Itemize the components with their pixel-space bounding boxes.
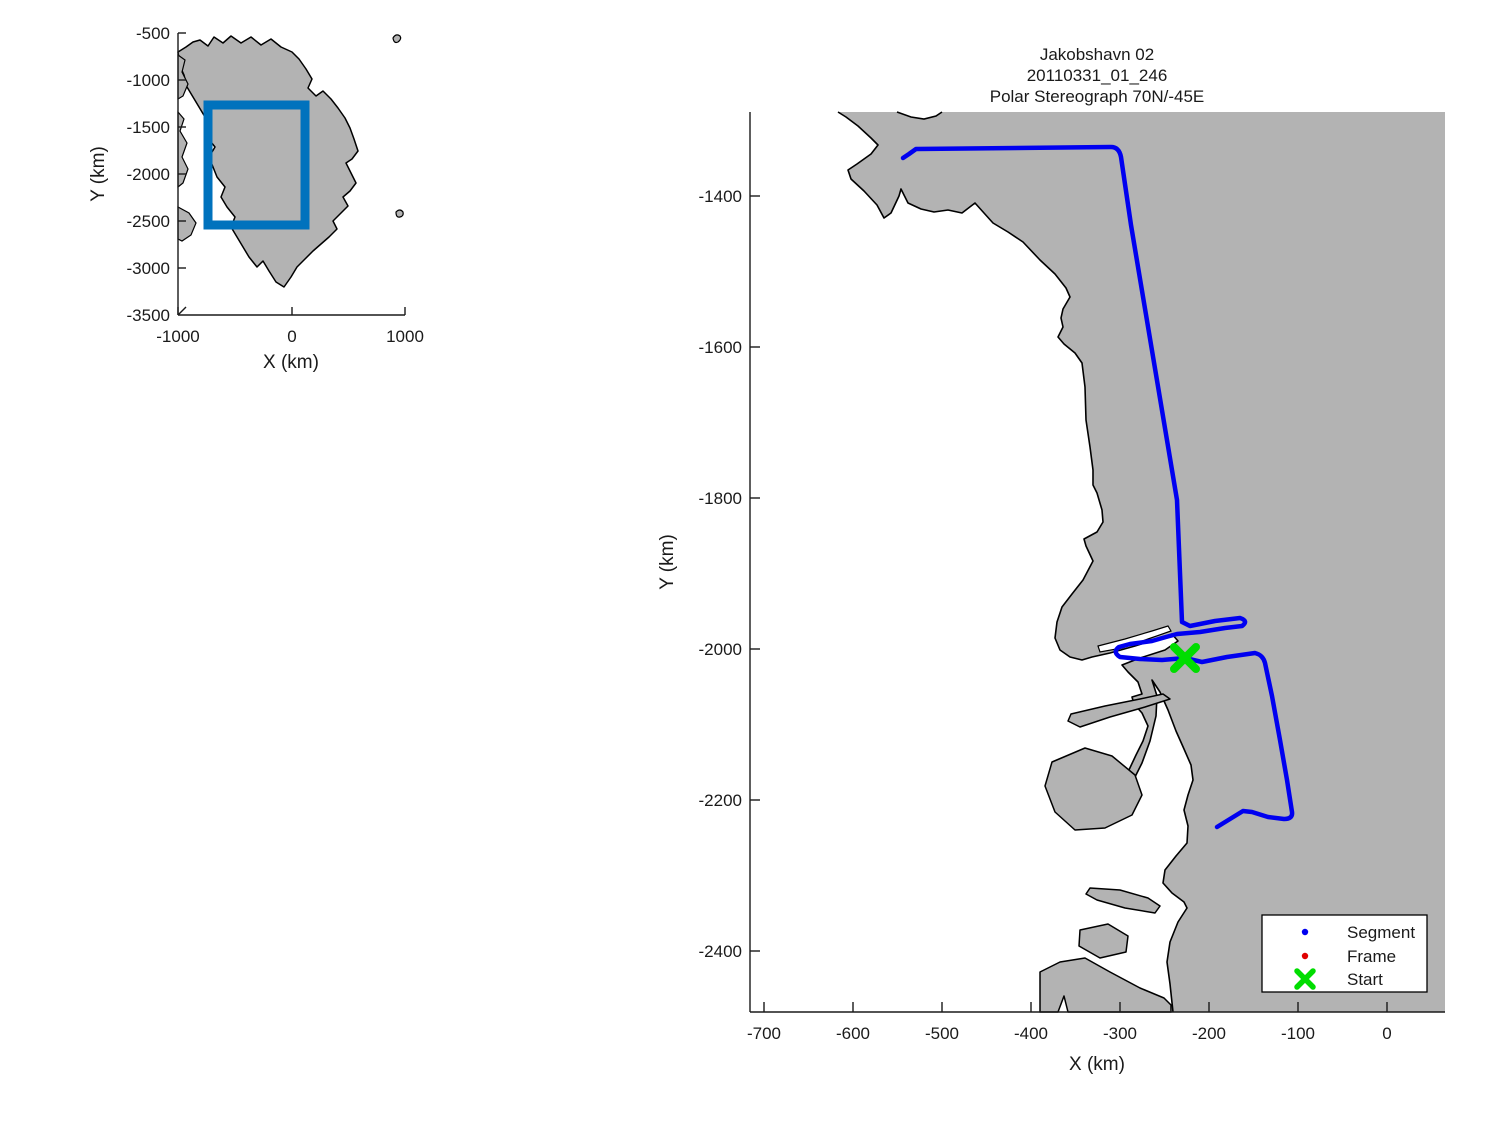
inset-y-tick-labels: -500 -1000 -1500 -2000 -2500 -3000 -3500	[127, 24, 170, 325]
inset-greenland-landmass	[177, 35, 359, 288]
inset-tiny-island	[392, 34, 402, 44]
bay-strip	[1085, 887, 1161, 914]
inset-y-axis-label: Y (km)	[88, 146, 109, 202]
bay-islet	[1078, 923, 1129, 959]
main-map: -1400 -1600 -1800 -2000 -2200 -2400 -700…	[657, 45, 1445, 1075]
tick-label: -2400	[699, 942, 742, 961]
tick-label: -700	[747, 1024, 781, 1043]
tick-label: -2200	[699, 791, 742, 810]
frame-marker-icon	[1301, 952, 1309, 960]
tick-label: -600	[836, 1024, 870, 1043]
tick-label: -3000	[127, 259, 170, 278]
start-marker-icon	[1294, 968, 1316, 990]
main-x-tick-labels: -700 -600 -500 -400 -300 -200 -100 0	[747, 1024, 1392, 1043]
main-ticks	[750, 195, 1388, 1012]
tick-label: -3500	[127, 306, 170, 325]
inset-island-sliver	[177, 110, 189, 189]
start-marker-x	[1170, 643, 1200, 673]
tick-label: -2000	[127, 165, 170, 184]
title-line-2: 20110331_01_246	[1027, 66, 1168, 85]
tick-label: -100	[1281, 1024, 1315, 1043]
tick-label: -200	[1192, 1024, 1226, 1043]
bay-spit	[1067, 693, 1171, 728]
coast-top-notch	[896, 111, 943, 120]
bay-island	[1044, 747, 1143, 831]
legend: Segment Frame Start	[1261, 914, 1428, 993]
tick-label: -500	[136, 24, 170, 43]
legend-label-segment: Segment	[1347, 923, 1415, 942]
inset-tiny-island	[395, 209, 404, 218]
main-x-axis-label: X (km)	[1069, 1054, 1125, 1075]
tick-label: -1400	[699, 187, 742, 206]
segment-marker-icon	[1301, 928, 1309, 936]
bottom-shore-strip	[1039, 957, 1172, 1013]
main-y-tick-labels: -1400 -1600 -1800 -2000 -2200 -2400	[699, 187, 742, 961]
tick-label: -1000	[156, 327, 199, 346]
legend-label-frame: Frame	[1347, 947, 1396, 966]
main-y-axis-label: Y (km)	[657, 534, 678, 590]
inset-island-sliver	[177, 205, 197, 242]
inset-map: -500 -1000 -1500 -2000 -2500 -3000 -3500…	[88, 24, 424, 373]
tick-label: -2500	[127, 212, 170, 231]
tick-label: -1000	[127, 71, 170, 90]
tick-label: -1600	[699, 338, 742, 357]
tick-label: 1000	[386, 327, 424, 346]
bay-channel	[1097, 625, 1172, 653]
legend-box	[1261, 914, 1428, 993]
inset-x-tick-labels: -1000 0 1000	[156, 327, 424, 346]
main-landmass-fill	[838, 112, 1445, 1012]
tick-label: -300	[1103, 1024, 1137, 1043]
segment-track-line	[900, 144, 1295, 830]
inset-extent-rectangle	[203, 100, 310, 230]
tick-label: -1800	[699, 489, 742, 508]
legend-label-start: Start	[1347, 970, 1383, 989]
tick-label: -400	[1014, 1024, 1048, 1043]
tick-label: -2000	[699, 640, 742, 659]
inset-x-axis-label: X (km)	[263, 352, 319, 373]
tick-label: 0	[1382, 1024, 1391, 1043]
tick-label: -1500	[127, 118, 170, 137]
tick-label: -500	[925, 1024, 959, 1043]
inset-ticks	[177, 32, 406, 316]
tick-label: 0	[287, 327, 296, 346]
plot-title: Jakobshavn 02 20110331_01_246 Polar Ster…	[990, 45, 1205, 106]
main-coastline	[837, 111, 1194, 1013]
title-line-3: Polar Stereograph 70N/-45E	[990, 87, 1205, 106]
title-line-1: Jakobshavn 02	[1040, 45, 1154, 64]
